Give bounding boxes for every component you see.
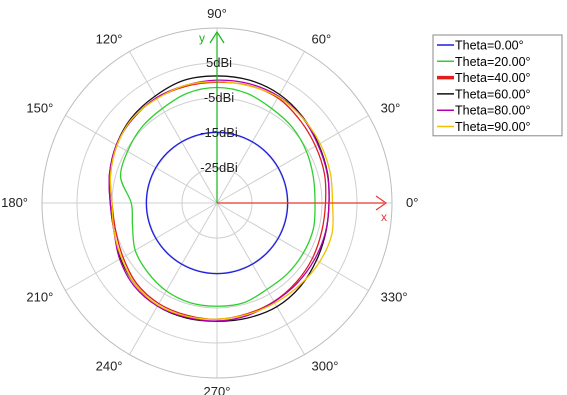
radial-label: -25dBi bbox=[200, 160, 238, 175]
spoke-line-210 bbox=[65, 203, 217, 291]
spoke-line-330 bbox=[217, 203, 369, 291]
legend-entry-2: Theta=40.00° bbox=[455, 71, 531, 85]
x-axis-letter: x bbox=[381, 210, 387, 224]
angle-label-60: 60° bbox=[312, 31, 332, 46]
angle-label-30: 30° bbox=[381, 101, 401, 116]
legend-entry-1: Theta=20.00° bbox=[455, 55, 531, 69]
legend-entry-0: Theta=0.00° bbox=[455, 39, 524, 53]
angle-label-0: 0° bbox=[406, 195, 418, 210]
legend-entry-4: Theta=80.00° bbox=[455, 104, 531, 118]
angle-label-120: 120° bbox=[96, 31, 123, 46]
y-axis-letter: y bbox=[199, 31, 205, 45]
series-curves bbox=[109, 76, 333, 321]
angle-label-210: 210° bbox=[26, 290, 53, 305]
angle-label-240: 240° bbox=[96, 359, 123, 374]
radial-labels: -25dBi -15dBi -5dBi 5dBi bbox=[200, 55, 238, 175]
spoke-line-240 bbox=[130, 203, 218, 355]
angle-label-330: 330° bbox=[381, 290, 408, 305]
radial-label: -15dBi bbox=[200, 125, 238, 140]
legend-entry-3: Theta=60.00° bbox=[455, 87, 531, 101]
angle-label-300: 300° bbox=[312, 359, 339, 374]
legend-entry-5: Theta=90.00° bbox=[455, 120, 531, 134]
angle-label-90: 90° bbox=[207, 6, 227, 21]
legend: Theta=0.00° Theta=20.00° Theta=40.00° Theta… bbox=[433, 35, 562, 136]
angle-label-180: 180° bbox=[1, 195, 28, 210]
angle-label-270: 270° bbox=[204, 384, 231, 395]
radial-label: 5dBi bbox=[206, 55, 232, 70]
radial-label: -5dBi bbox=[204, 90, 234, 105]
spoke-line-300 bbox=[217, 203, 305, 355]
angle-label-150: 150° bbox=[26, 101, 53, 116]
